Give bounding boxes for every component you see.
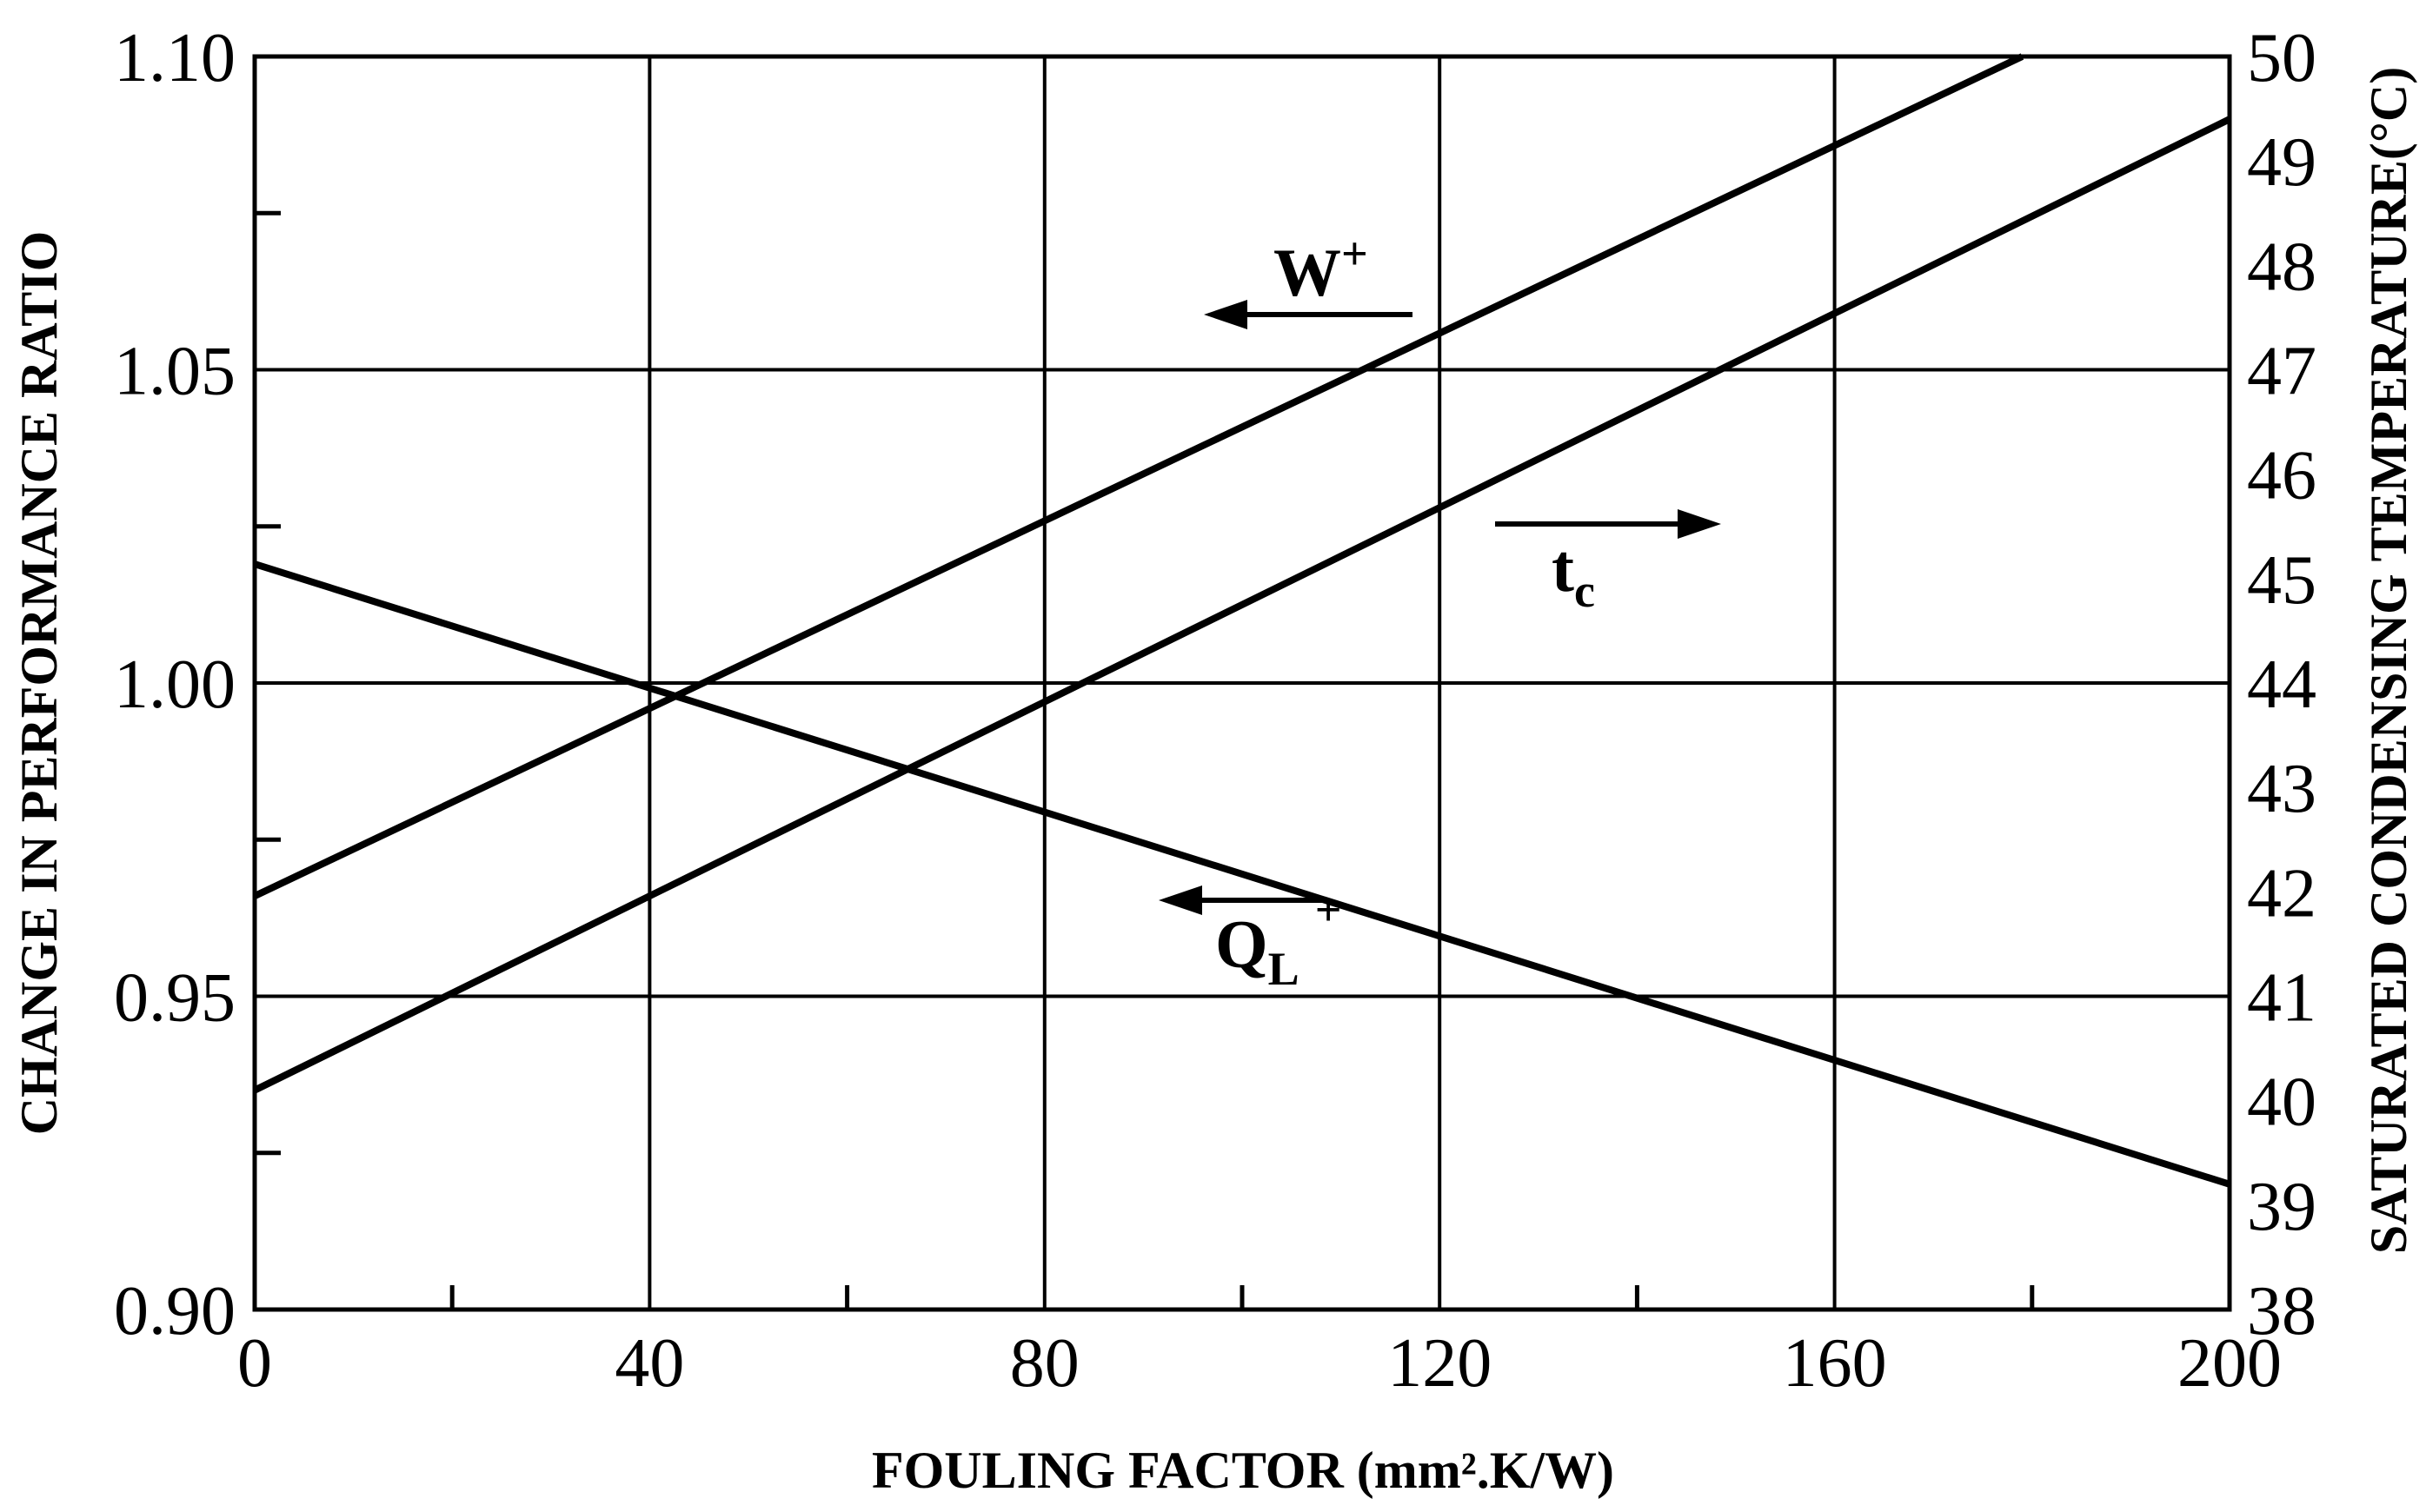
y2-tick-label: 46	[2247, 438, 2316, 514]
x-tick-label: 160	[1783, 1325, 1887, 1402]
x-tick-label: 0	[237, 1325, 272, 1402]
y2-tick-label: 40	[2247, 1064, 2316, 1141]
x-tick-label: 120	[1387, 1325, 1492, 1402]
y-tick-label: 1.00	[114, 647, 236, 723]
y2-tick-label: 49	[2247, 124, 2316, 201]
x-tick-label: 200	[2177, 1325, 2282, 1402]
y2-tick-label: 47	[2247, 334, 2316, 410]
y2-tick-label: 43	[2247, 751, 2316, 827]
series-line-w	[253, 53, 2024, 899]
annotation-ql-plus-label: QL+	[1215, 884, 1341, 995]
y2-tick-label: 50	[2247, 20, 2316, 96]
annotation-ql-plus: QL+	[1159, 884, 1341, 995]
annotation-w-plus-arrowhead	[1204, 300, 1247, 329]
y2-tick-label: 41	[2247, 960, 2316, 1037]
y-tick-label: 0.90	[114, 1273, 236, 1350]
x-tick-label: 80	[1010, 1325, 1080, 1402]
annotation-w-plus-label: W+	[1273, 228, 1368, 310]
y2-tick-label: 45	[2247, 542, 2316, 619]
annotation-ql-plus-arrowhead	[1159, 885, 1202, 915]
y2-tick-label: 48	[2247, 229, 2316, 305]
y2-tick-label: 44	[2247, 647, 2316, 723]
series-layer	[253, 53, 2231, 1188]
x-axis-title: FOULING FACTOR (mm².K/W)	[872, 1442, 1614, 1499]
annotation-tc-label: tc	[1552, 530, 1595, 617]
y2-tick-label: 42	[2247, 855, 2316, 932]
y-tick-label: 0.95	[114, 960, 236, 1037]
series-line-ql	[253, 560, 2231, 1188]
y2-tick-label: 39	[2247, 1169, 2316, 1245]
y-tick-label: 1.05	[114, 334, 236, 410]
tick-layer: 0 40 80 120 160 200 0.90 0.95 1.00 1.05 1.10 38 39 40…	[114, 20, 2316, 1402]
y-axis-title: CHANGE IN PERFORMANCE RATIO	[10, 231, 68, 1136]
x-tick-label: 40	[615, 1325, 684, 1402]
series-line-tc	[253, 116, 2231, 1094]
y2-tick-label: 38	[2247, 1273, 2316, 1350]
y-tick-label: 1.10	[114, 20, 236, 96]
annotation-w-plus: W+	[1204, 228, 1412, 329]
annotation-tc-arrowhead	[1678, 509, 1721, 539]
annotation-tc: tc	[1495, 509, 1721, 617]
y2-axis-title: SATURATED CONDENSING TEMPERATURE(°C)	[2360, 67, 2417, 1254]
grid-layer	[255, 56, 2230, 1310]
